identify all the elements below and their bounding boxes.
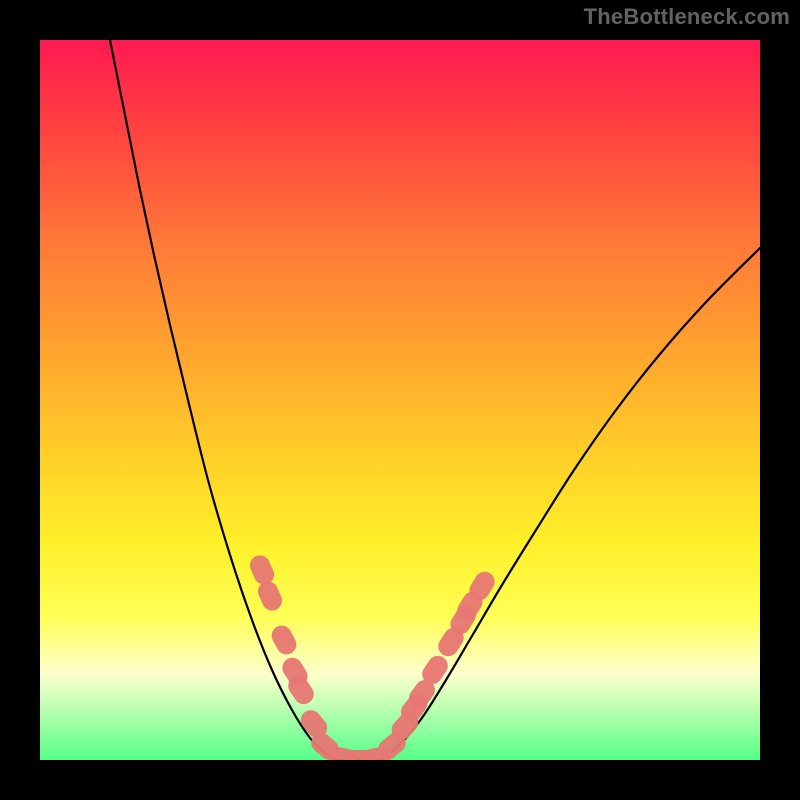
- curve-marker: [268, 622, 300, 658]
- v-curve: [110, 40, 760, 760]
- curve-marker: [255, 578, 285, 614]
- plot-area: [40, 40, 760, 760]
- curve-marker: [247, 552, 277, 588]
- chart-container: TheBottleneck.com: [0, 0, 800, 800]
- watermark-text: TheBottleneck.com: [584, 4, 790, 30]
- curve-svg: [40, 40, 760, 760]
